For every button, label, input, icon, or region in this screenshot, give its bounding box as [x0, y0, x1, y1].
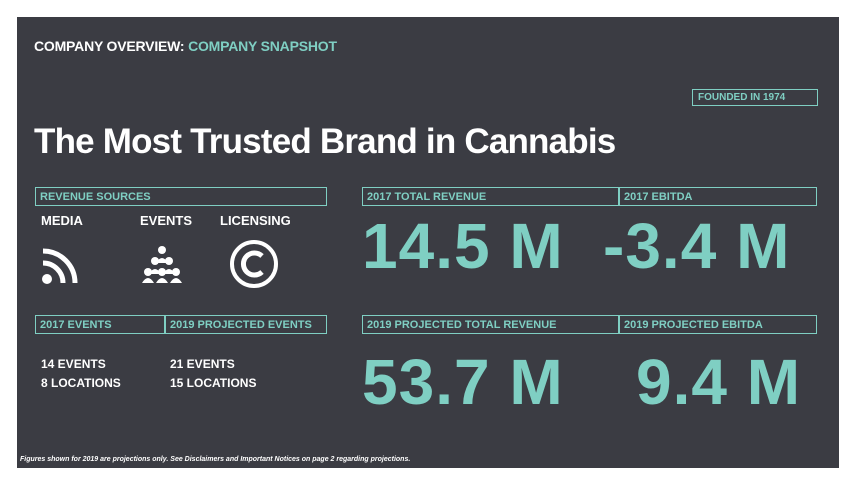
events-2017-count: 14 EVENTS	[41, 357, 106, 371]
page-title: The Most Trusted Brand in Cannabis	[34, 122, 616, 161]
header-title: COMPANY OVERVIEW: COMPANY SNAPSHOT	[34, 38, 337, 54]
revenue-2017-label: 2017 TOTAL REVENUE	[362, 187, 619, 206]
header-suffix: COMPANY SNAPSHOT	[188, 38, 337, 54]
footnote: Figures shown for 2019 are projections o…	[20, 456, 411, 463]
revenue-2019-label: 2019 PROJECTED TOTAL REVENUE	[362, 315, 619, 334]
header-prefix: COMPANY OVERVIEW:	[34, 38, 185, 54]
ebitda-2019-value: 9.4 M	[636, 346, 802, 418]
events-label: EVENTS	[140, 213, 193, 228]
events-2017-locations: 8 LOCATIONS	[41, 376, 121, 390]
media-label: MEDIA	[41, 213, 83, 228]
copyright-icon	[230, 240, 278, 288]
licensing-label: LICENSING	[220, 213, 291, 228]
slide: COMPANY OVERVIEW: COMPANY SNAPSHOT FOUND…	[17, 17, 839, 468]
revenue-2017-value: 14.5 M	[362, 210, 564, 282]
revenue-sources-label: REVENUE SOURCES	[35, 187, 327, 206]
founded-badge: FOUNDED IN 1974	[692, 89, 818, 106]
events-2019-locations: 15 LOCATIONS	[170, 376, 257, 390]
events-2019-label: 2019 PROJECTED EVENTS	[165, 315, 327, 334]
ebitda-2019-label: 2019 PROJECTED EBITDA	[619, 315, 817, 334]
ebitda-2017-label: 2017 EBITDA	[619, 187, 817, 206]
revenue-2019-value: 53.7 M	[362, 346, 564, 418]
rss-feed-icon	[42, 248, 78, 284]
events-2017-label: 2017 EVENTS	[35, 315, 165, 334]
ebitda-2017-value: -3.4 M	[603, 210, 791, 282]
people-group-icon	[142, 246, 182, 283]
events-2019-count: 21 EVENTS	[170, 357, 235, 371]
